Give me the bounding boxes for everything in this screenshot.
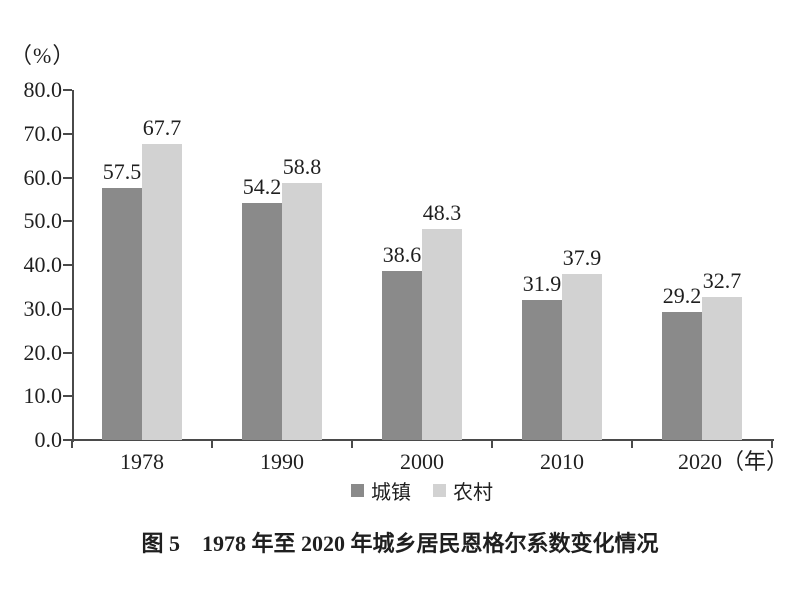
chart-legend: 城镇 农村 [72,476,772,505]
legend-swatch-urban [351,483,364,497]
x-tick [71,441,73,448]
y-tick [63,176,72,179]
x-category-label-2020: 2020（年） [678,449,789,474]
bar-urban-1990 [242,202,282,440]
value-label-urban-1990: 54.2 [242,173,282,199]
bar-rural-2020 [702,296,742,440]
y-tick-label: 0.0 [34,427,63,452]
bar-urban-2020 [662,312,702,440]
bar-urban-2010 [522,300,562,440]
y-axis-unit-label: （%） [10,43,76,68]
bar-rural-2010 [562,274,602,440]
x-tick [631,441,633,448]
bar-rural-1990 [282,182,322,440]
bar-urban-2000 [382,271,422,440]
y-tick [63,439,72,441]
x-tick [211,441,213,448]
y-tick [63,307,72,310]
y-axis-line [72,90,74,442]
y-tick-label: 20.0 [23,339,63,365]
y-tick-label: 70.0 [23,120,63,146]
legend-label-urban: 城镇 [371,481,411,504]
legend-item-rural: 农村 [433,476,493,505]
y-tick [63,132,72,135]
x-category-label-2010: 2010 [540,449,584,474]
x-tick [491,441,493,448]
legend-item-urban: 城镇 [351,476,411,505]
x-category-label-2000: 2000 [400,449,444,474]
x-tick [351,441,353,448]
value-label-urban-2000: 38.6 [382,242,422,268]
x-category-label-1990: 1990 [260,449,304,474]
legend-swatch-rural [433,483,446,497]
value-label-rural-2010: 37.9 [562,245,602,271]
legend-label-rural: 农村 [453,481,493,504]
y-tick-label: 60.0 [23,164,63,190]
y-tick-label: 40.0 [23,252,63,277]
y-tick [63,395,72,398]
value-label-rural-1978: 67.7 [142,114,182,140]
y-tick [63,351,72,354]
value-label-urban-2020: 29.2 [662,283,702,309]
bar-rural-1978 [142,143,182,440]
y-tick-label: 50.0 [23,208,63,234]
x-category-label-1978: 1978 [120,449,164,474]
y-tick-label: 30.0 [23,295,63,321]
value-label-rural-2000: 48.3 [422,199,462,225]
y-tick [63,89,72,91]
x-tick [771,441,773,448]
figure-caption: 图 5 1978 年至 2020 年城乡居民恩格尔系数变化情况 [141,531,659,556]
x-axis-line [72,439,774,441]
value-label-rural-2020: 32.7 [702,267,742,293]
y-tick-label: 80.0 [23,77,63,102]
value-label-urban-1978: 57.5 [102,159,142,185]
y-tick-label: 10.0 [23,383,63,409]
value-label-urban-2010: 31.9 [522,271,562,297]
value-label-rural-1990: 58.8 [282,153,322,179]
y-tick [63,220,72,223]
bar-urban-1978 [102,188,142,440]
y-tick [63,264,72,266]
bar-rural-2000 [422,228,462,440]
